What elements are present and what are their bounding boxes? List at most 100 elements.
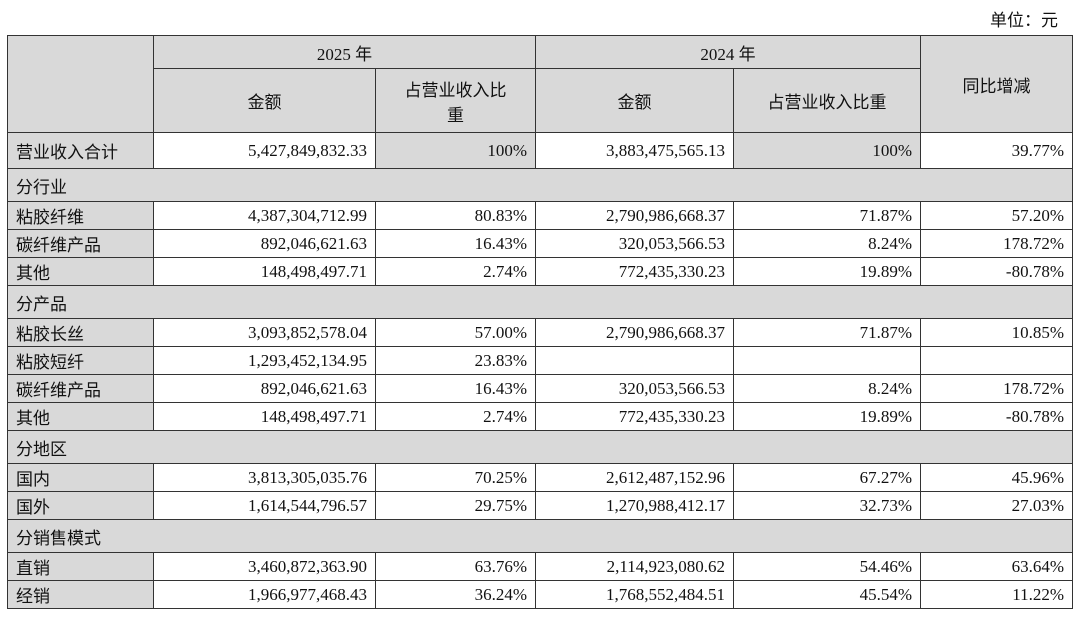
value-cell: 320,053,566.53 — [535, 374, 734, 403]
row-label: 粘胶纤维 — [7, 201, 154, 230]
section-cell: 分销售模式 — [7, 519, 1073, 553]
value-cell: 32.73% — [733, 491, 921, 520]
value-cell: 892,046,621.63 — [153, 374, 376, 403]
row-label: 其他 — [7, 402, 154, 431]
header-cell: 2025 年 — [153, 35, 536, 69]
value-cell: 8.24% — [733, 229, 921, 258]
section-cell: 分行业 — [7, 168, 1073, 202]
value-cell: 67.27% — [733, 463, 921, 492]
value-cell: 178.72% — [920, 374, 1073, 403]
value-cell: 2.74% — [375, 402, 536, 431]
value-cell: 23.83% — [375, 346, 536, 375]
table-body: 2025 年 2024 年 同比增减 金额 占营业收入比重 金额 占营业收入比重… — [7, 35, 1073, 609]
data-row: 其他 148,498,497.71 2.74% 772,435,330.23 19.89… — [7, 402, 1073, 431]
data-row: 国外 1,614,544,796.57 29.75% 1,270,988,412.17… — [7, 491, 1073, 520]
header-cell: 2024 年 — [535, 35, 921, 69]
value-cell: 54.46% — [733, 552, 921, 581]
value-cell: 10.85% — [920, 318, 1073, 347]
row-label: 营业收入合计 — [7, 132, 154, 169]
row-label: 其他 — [7, 257, 154, 286]
row-label: 国外 — [7, 491, 154, 520]
value-cell: 2.74% — [375, 257, 536, 286]
value-cell: 3,460,872,363.90 — [153, 552, 376, 581]
header-cell: 金额 — [153, 68, 376, 133]
value-cell: 16.43% — [375, 229, 536, 258]
value-cell: 1,270,988,412.17 — [535, 491, 734, 520]
section-row: 分销售模式 — [7, 519, 1073, 553]
data-row: 碳纤维产品 892,046,621.63 16.43% 320,053,566.53 8… — [7, 229, 1073, 258]
value-cell: 4,387,304,712.99 — [153, 201, 376, 230]
row-label: 碳纤维产品 — [7, 374, 154, 403]
revenue-table: 2025 年 2024 年 同比增减 金额 占营业收入比重 金额 占营业收入比重… — [7, 35, 1073, 609]
value-cell: 63.76% — [375, 552, 536, 581]
value-cell: 8.24% — [733, 374, 921, 403]
value-cell: 19.89% — [733, 402, 921, 431]
value-cell: 3,813,305,035.76 — [153, 463, 376, 492]
row-label: 直销 — [7, 552, 154, 581]
row-label: 碳纤维产品 — [7, 229, 154, 258]
value-cell: 892,046,621.63 — [153, 229, 376, 258]
value-cell: 71.87% — [733, 318, 921, 347]
header-row: 2025 年 2024 年 同比增减 — [7, 35, 1073, 133]
total-row: 营业收入合计 5,427,849,832.33 100% 3,883,475,565.… — [7, 132, 1073, 169]
data-row: 直销 3,460,872,363.90 63.76% 2,114,923,080.62… — [7, 552, 1073, 581]
value-cell: 2,790,986,668.37 — [535, 318, 734, 347]
value-cell: 36.24% — [375, 580, 536, 609]
data-row: 其他 148,498,497.71 2.74% 772,435,330.23 19.89… — [7, 257, 1073, 286]
unit-note: 单位：元 — [990, 11, 1058, 30]
value-cell: 2,612,487,152.96 — [535, 463, 734, 492]
data-row: 粘胶纤维 4,387,304,712.99 80.83% 2,790,986,668.… — [7, 201, 1073, 230]
value-cell: 39.77% — [920, 132, 1073, 169]
value-cell: 100% — [375, 132, 536, 169]
section-row: 分产品 — [7, 285, 1073, 319]
data-row: 粘胶长丝 3,093,852,578.04 57.00% 2,790,986,668.… — [7, 318, 1073, 347]
value-cell: 148,498,497.71 — [153, 402, 376, 431]
value-cell: 2,790,986,668.37 — [535, 201, 734, 230]
value-cell: 71.87% — [733, 201, 921, 230]
value-cell: 27.03% — [920, 491, 1073, 520]
value-cell: 16.43% — [375, 374, 536, 403]
value-cell: 1,614,544,796.57 — [153, 491, 376, 520]
section-row: 分行业 — [7, 168, 1073, 202]
value-cell: 57.20% — [920, 201, 1073, 230]
value-cell: 100% — [733, 132, 921, 169]
header-cell: 金额 — [535, 68, 734, 133]
value-cell: -80.78% — [920, 402, 1073, 431]
value-cell: 148,498,497.71 — [153, 257, 376, 286]
value-cell: 320,053,566.53 — [535, 229, 734, 258]
value-cell: 45.96% — [920, 463, 1073, 492]
value-cell: 772,435,330.23 — [535, 402, 734, 431]
section-row: 分地区 — [7, 430, 1073, 464]
row-label: 粘胶短纤 — [7, 346, 154, 375]
value-cell: 29.75% — [375, 491, 536, 520]
data-row: 国内 3,813,305,035.76 70.25% 2,612,487,152.96… — [7, 463, 1073, 492]
value-cell: 3,093,852,578.04 — [153, 318, 376, 347]
value-cell: 57.00% — [375, 318, 536, 347]
header-cell: 同比增减 — [920, 35, 1073, 133]
value-cell: 19.89% — [733, 257, 921, 286]
value-cell: 178.72% — [920, 229, 1073, 258]
value-cell: 3,883,475,565.13 — [535, 132, 734, 169]
value-cell — [920, 346, 1073, 375]
value-cell: 1,293,452,134.95 — [153, 346, 376, 375]
value-cell: 11.22% — [920, 580, 1073, 609]
row-label: 国内 — [7, 463, 154, 492]
header-cell — [7, 35, 154, 133]
data-row: 粘胶短纤 1,293,452,134.95 23.83% — [7, 346, 1073, 375]
value-cell: 772,435,330.23 — [535, 257, 734, 286]
data-row: 经销 1,966,977,468.43 36.24% 1,768,552,484.51… — [7, 580, 1073, 609]
value-cell: 2,114,923,080.62 — [535, 552, 734, 581]
header-row: 金额 占营业收入比重 金额 占营业收入比重 — [8, 68, 1073, 133]
value-cell: 1,966,977,468.43 — [153, 580, 376, 609]
section-cell: 分产品 — [7, 285, 1073, 319]
value-cell: 80.83% — [375, 201, 536, 230]
row-label: 经销 — [7, 580, 154, 609]
value-cell: 70.25% — [375, 463, 536, 492]
value-cell: 1,768,552,484.51 — [535, 580, 734, 609]
header-cell: 占营业收入比重 — [733, 68, 921, 133]
section-cell: 分地区 — [7, 430, 1073, 464]
value-cell: -80.78% — [920, 257, 1073, 286]
value-cell: 63.64% — [920, 552, 1073, 581]
row-label: 粘胶长丝 — [7, 318, 154, 347]
